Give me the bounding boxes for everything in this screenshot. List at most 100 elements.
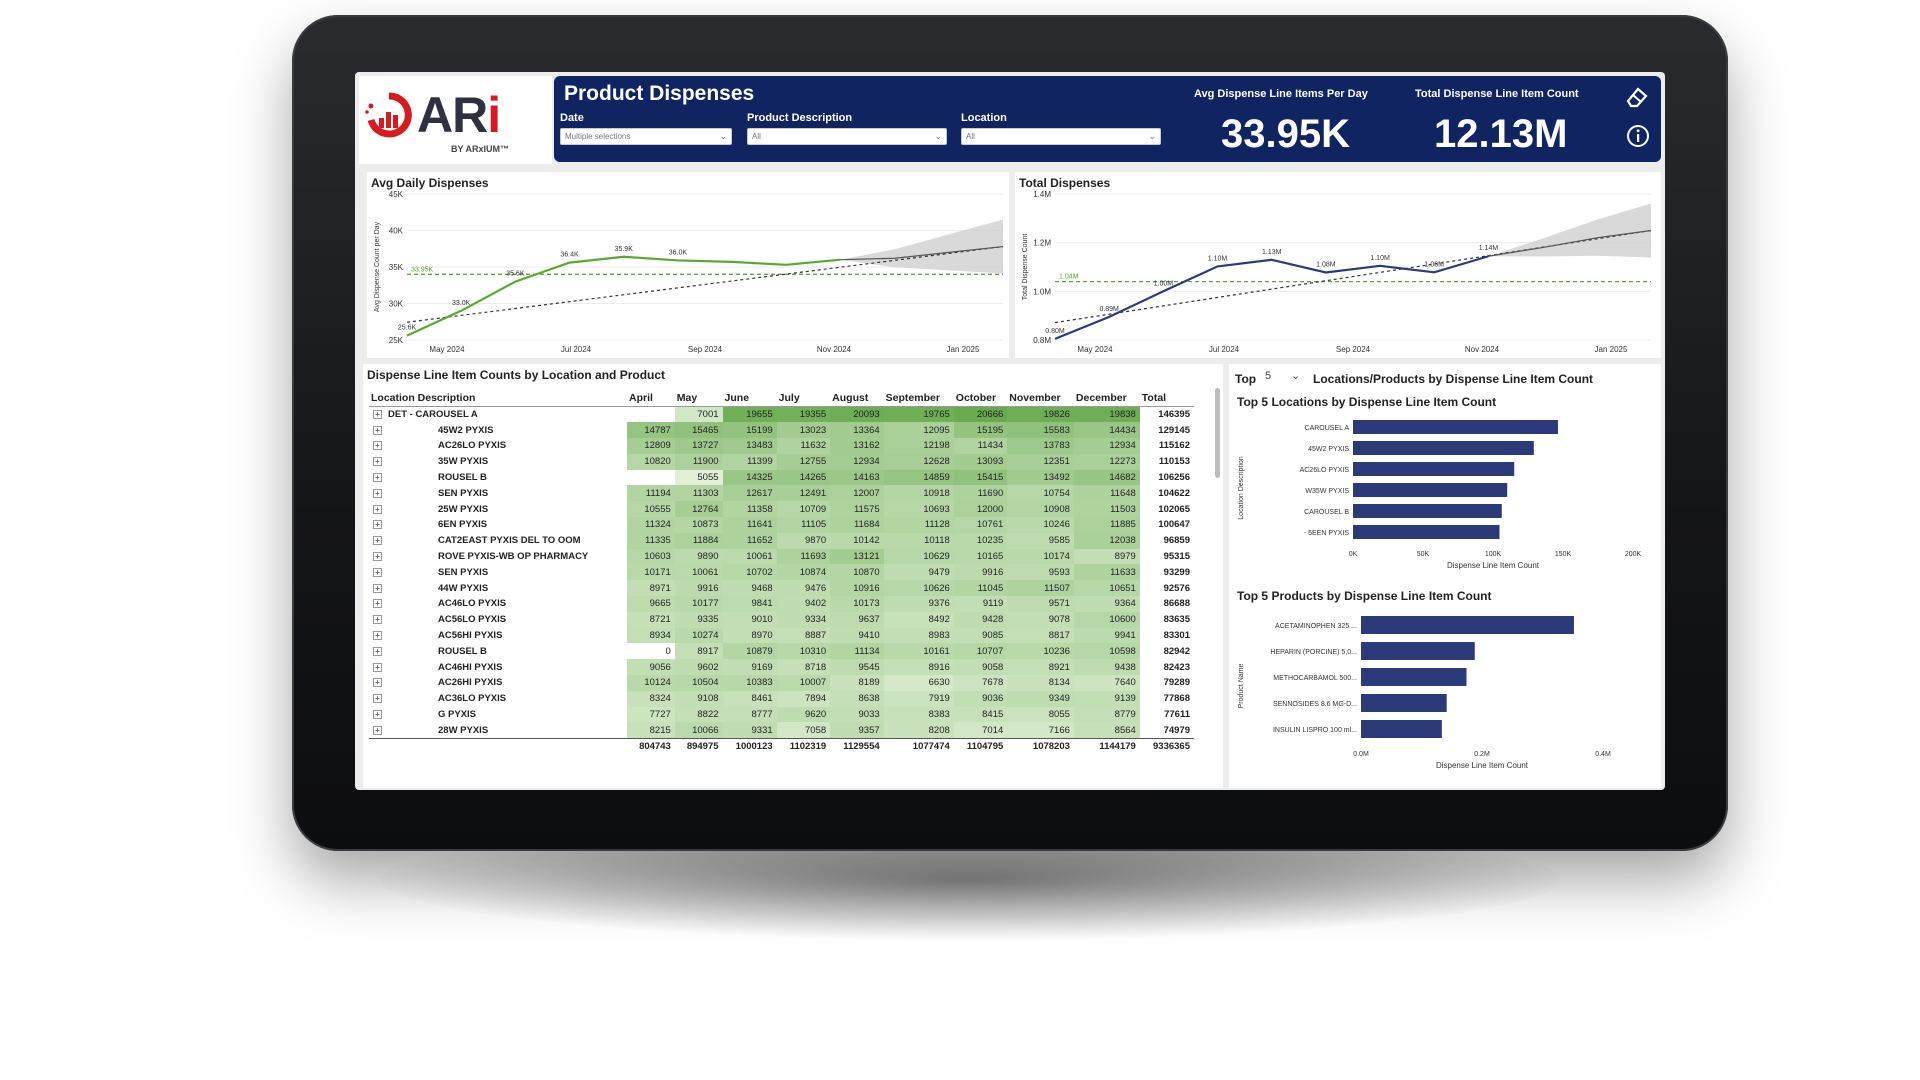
matrix-row[interactable]: + AC46LO PYXIS 9665 10177 9841 9402 10173 9376 9…: [369, 596, 1194, 612]
locations-category-label: - 5EEN PYXIS: [1304, 530, 1349, 537]
matrix-row[interactable]: + SEN PYXIS 10171 10061 10702 10874 10870 9479 9…: [369, 564, 1194, 581]
expand-icon[interactable]: +: [373, 631, 382, 641]
products-bar[interactable]: [1361, 668, 1467, 686]
product-filter[interactable]: Product Description All ⌄: [747, 112, 947, 145]
matrix-row[interactable]: +28W PYXIS 8215 10066 9331 7058 9357 8208 7014 7…: [369, 722, 1194, 739]
locations-bar[interactable]: [1353, 525, 1500, 539]
products-bar[interactable]: [1361, 642, 1475, 660]
matrix-row[interactable]: + AC26HI PYXIS 10124 10504 10383 10007 8189 663…: [369, 675, 1194, 691]
matrix-cell: 7919: [883, 690, 954, 707]
matrix-scrollbar[interactable]: [1215, 388, 1220, 478]
info-icon[interactable]: [1626, 124, 1650, 148]
expand-icon[interactable]: +: [373, 646, 382, 656]
expand-icon[interactable]: +: [373, 410, 382, 420]
matrix-row[interactable]: + ROUSEL B 5055 14325 14265 14163 14859 15415 13…: [369, 469, 1194, 486]
matrix-cell: 10707: [953, 643, 1008, 660]
matrix-row[interactable]: + AC36LO PYXIS 8324 9108 8461 7894 8638 7919 903…: [369, 690, 1194, 707]
top-n-selector[interactable]: 5 ⌄: [1265, 370, 1301, 382]
expand-icon[interactable]: +: [373, 504, 382, 514]
matrix-column-header[interactable]: Location Description: [369, 390, 627, 407]
location-dropdown[interactable]: All ⌄: [961, 128, 1161, 145]
matrix-row[interactable]: + AC56LO PYXIS 8721 9335 9010 9334 9637 8492 942…: [369, 611, 1194, 628]
matrix-cell: 7727: [627, 706, 675, 723]
expand-icon[interactable]: +: [373, 425, 382, 435]
matrix-row[interactable]: +6EN PYXIS 11324 10873 11641 11105 11684 11128…: [369, 517, 1194, 533]
expand-icon[interactable]: +: [373, 583, 382, 593]
expand-icon[interactable]: +: [373, 662, 382, 672]
expand-icon[interactable]: +: [373, 473, 382, 483]
matrix-column-header[interactable]: September: [883, 390, 954, 407]
product-dropdown[interactable]: All ⌄: [747, 128, 947, 145]
locations-bar[interactable]: [1353, 483, 1508, 497]
products-bar[interactable]: [1361, 694, 1447, 712]
matrix-cell: 8971: [627, 580, 675, 597]
matrix-column-header[interactable]: December: [1073, 390, 1140, 407]
matrix-row[interactable]: +44W PYXIS 8971 9916 9468 9476 10916 10626 1104…: [369, 580, 1194, 597]
matrix-row[interactable]: +25W PYXIS 10555 12764 11358 10709 11575 10693…: [369, 501, 1194, 518]
locations-bar[interactable]: [1353, 441, 1534, 455]
eraser-icon[interactable]: [1624, 84, 1650, 110]
matrix-row[interactable]: + DET - CAROUSEL A 7001 19655 19355 20093 1976…: [369, 406, 1194, 423]
matrix-column-header[interactable]: April: [627, 390, 675, 407]
matrix-cell: 13364: [830, 422, 884, 439]
matrix-row[interactable]: +45W2 PYXIS 14787 15465 15199 13023 13364 1209…: [369, 422, 1194, 439]
date-filter[interactable]: Date Multiple selections ⌄: [560, 112, 732, 145]
products-category-label: SENNOSIDES 8.6 MG-D...: [1273, 701, 1357, 708]
date-dropdown[interactable]: Multiple selections ⌄: [560, 128, 732, 145]
locations-bar[interactable]: [1353, 420, 1558, 434]
expand-icon[interactable]: +: [373, 599, 382, 609]
matrix-row[interactable]: + CAT2EAST PYXIS DEL TO OOM 11335 11884 1165…: [369, 532, 1194, 549]
matrix-cell: 6630: [883, 675, 954, 691]
products-category-label: ACETAMINOPHEN 325 ...: [1275, 623, 1357, 630]
matrix-row[interactable]: +35W PYXIS 10820 11900 11399 12755 12934 12628…: [369, 453, 1194, 470]
total-data-label: 1.10M: [1208, 255, 1228, 262]
matrix-row[interactable]: + AC26LO PYXIS 12809 13727 13483 11632 13162 12…: [369, 438, 1194, 454]
location-filter[interactable]: Location All ⌄: [961, 112, 1161, 145]
matrix-cell: 9916: [674, 580, 723, 597]
matrix-cell: 8934: [627, 627, 675, 644]
matrix-row[interactable]: + AC46HI PYXIS 9056 9602 9169 8718 9545 8916 905…: [369, 659, 1194, 676]
matrix-row[interactable]: + ROVE PYXIS-WB OP PHARMACY 10603 9890 10061…: [369, 548, 1194, 565]
products-bar[interactable]: [1361, 616, 1574, 634]
expand-icon[interactable]: +: [373, 710, 382, 720]
matrix-cell: 9585: [1007, 532, 1074, 549]
matrix-column-header[interactable]: July: [776, 390, 831, 407]
matrix-column-header[interactable]: June: [722, 390, 777, 407]
matrix-cell: 7166: [1007, 722, 1074, 739]
expand-icon[interactable]: +: [373, 488, 382, 498]
expand-icon[interactable]: +: [373, 725, 382, 735]
expand-icon[interactable]: +: [373, 457, 382, 467]
products-x-tick: 0.4M: [1595, 751, 1611, 758]
expand-icon[interactable]: +: [373, 615, 382, 625]
expand-icon[interactable]: +: [373, 520, 382, 530]
matrix-row-total: 102065: [1139, 501, 1194, 518]
kpi-total-label: Total Dispense Line Item Count: [1415, 88, 1579, 100]
expand-icon[interactable]: +: [373, 536, 382, 546]
matrix-column-header[interactable]: May: [674, 390, 723, 407]
matrix-column-header[interactable]: November: [1007, 390, 1074, 407]
matrix-column-header[interactable]: October: [953, 390, 1008, 407]
expand-icon[interactable]: +: [373, 678, 382, 688]
matrix-cell: 10310: [776, 643, 831, 660]
expand-icon[interactable]: +: [373, 441, 382, 451]
matrix-row[interactable]: + ROUSEL B 0 8917 10879 10310 11134 10161 10707 1…: [369, 643, 1194, 660]
matrix-column-header[interactable]: Total: [1139, 390, 1194, 407]
expand-icon[interactable]: +: [373, 567, 382, 577]
matrix-cell: 9376: [883, 596, 954, 612]
expand-icon[interactable]: +: [373, 552, 382, 562]
expand-icon[interactable]: +: [373, 694, 382, 704]
locations-bar[interactable]: [1353, 462, 1515, 476]
locations-bar[interactable]: [1353, 504, 1502, 518]
matrix-row[interactable]: + AC56HI PYXIS 8934 10274 8970 8887 9410 8983 90…: [369, 627, 1194, 644]
matrix-cell: 8979: [1073, 548, 1140, 565]
matrix-cell: 10761: [953, 517, 1008, 533]
matrix-cell: 14787: [627, 422, 675, 439]
matrix-row[interactable]: + SEN PYXIS 11194 11303 12617 12491 12007 10918…: [369, 485, 1194, 502]
matrix-row[interactable]: + G PYXIS 7727 8822 8777 9620 9033 8383 8415 8055…: [369, 706, 1194, 723]
matrix-column-header[interactable]: August: [830, 390, 884, 407]
locations-x-axis-label: Dispense Line Item Count: [1447, 561, 1540, 570]
matrix-cell: 11632: [776, 438, 831, 454]
products-bar[interactable]: [1361, 720, 1442, 738]
matrix-cell: 10171: [627, 564, 675, 581]
kpi-avg-value: 33.95K: [1221, 112, 1350, 156]
